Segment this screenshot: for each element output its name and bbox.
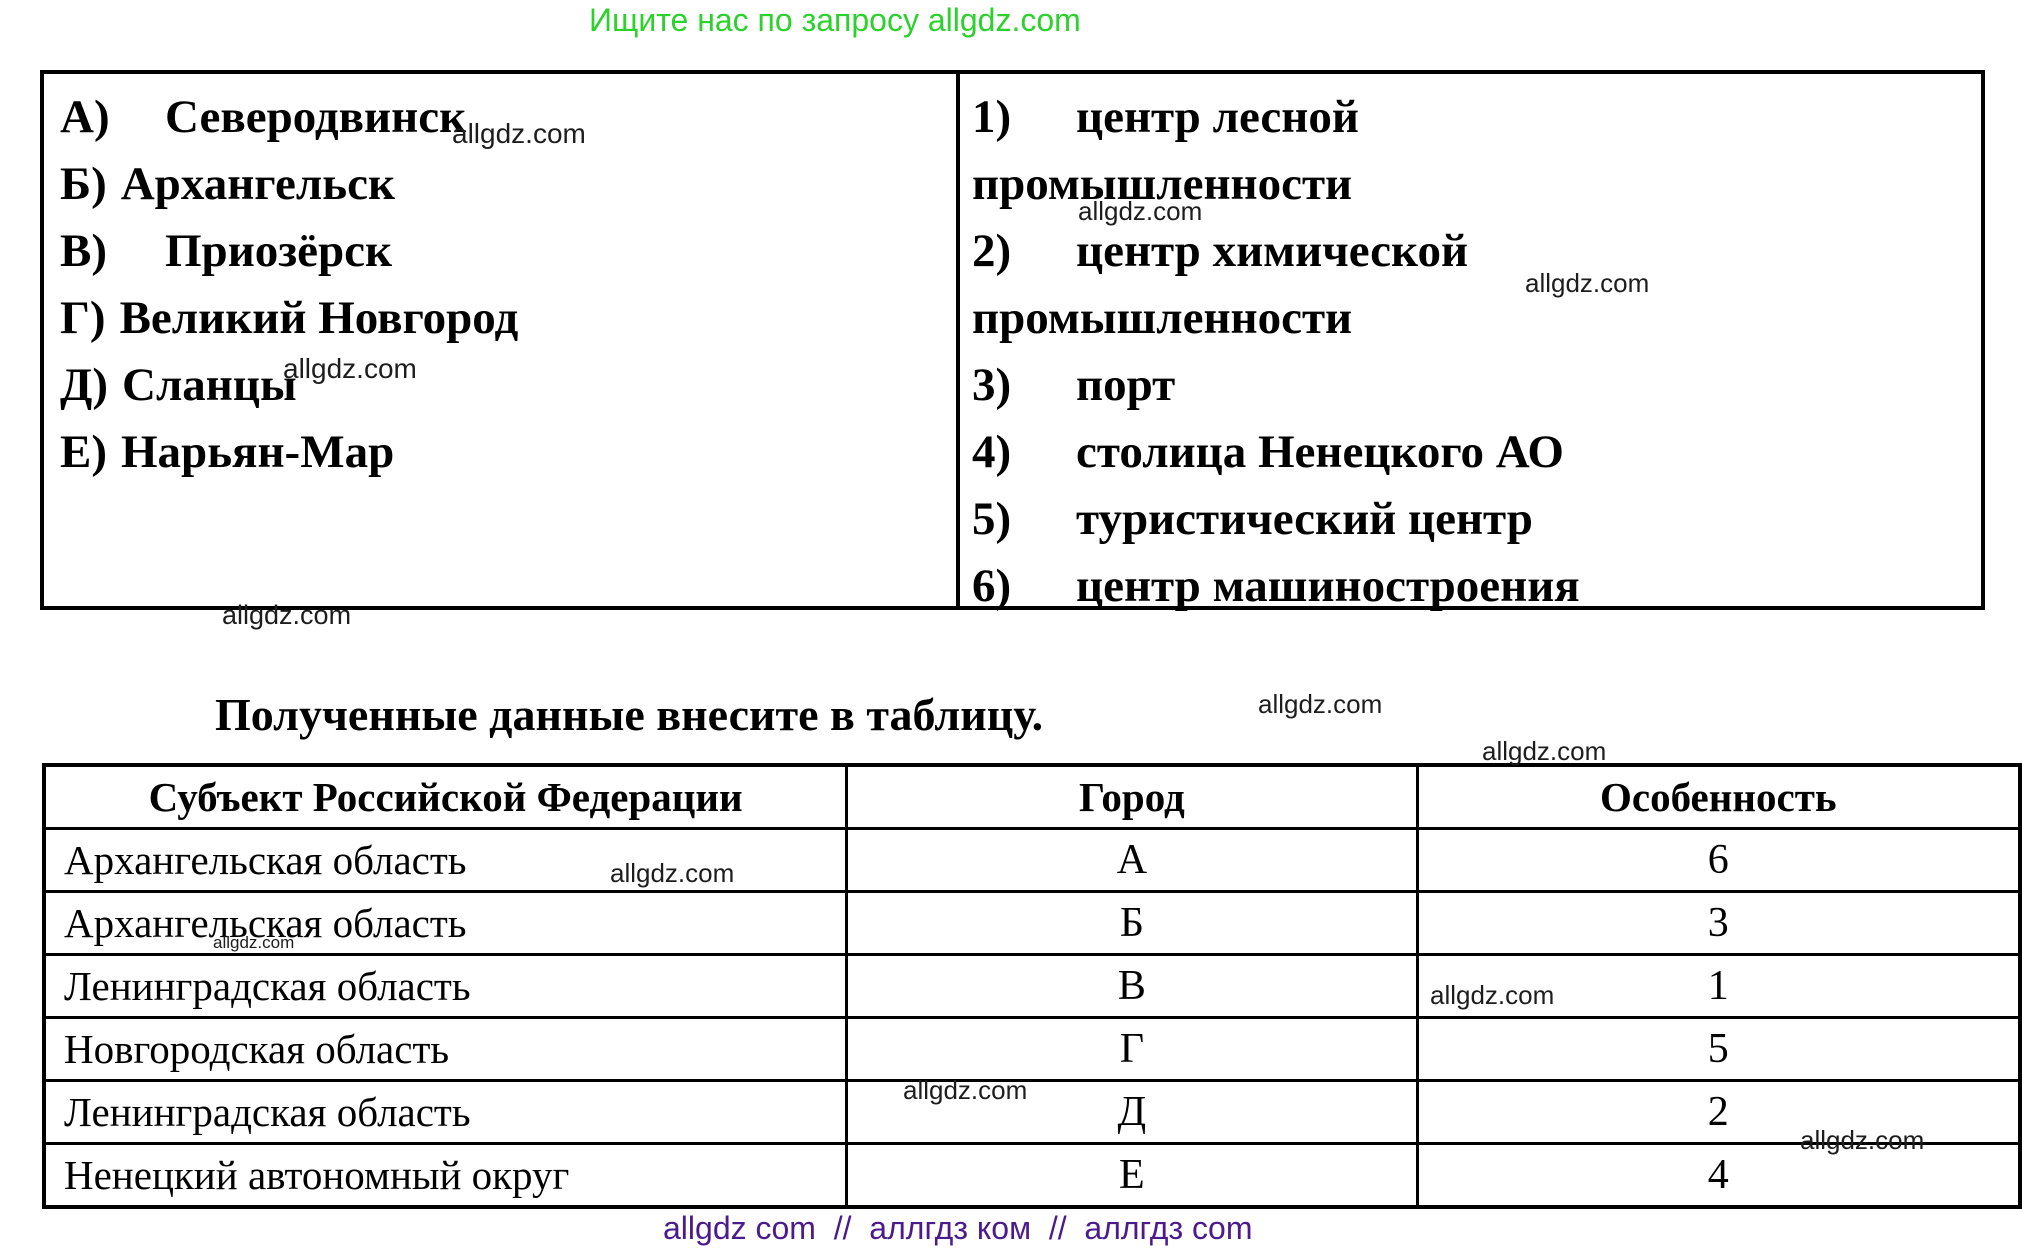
city-item: Б) Архангельск (60, 151, 956, 218)
table-row: Архангельская область Б 3 (42, 890, 2022, 956)
feature-item: 3) порт (972, 352, 1981, 419)
answers-table-header-cell: Субъект Российской Федерации (42, 763, 849, 830)
table-cell-subject: Архангельская область (42, 827, 849, 893)
feature-item-text: центр машиностроения (1076, 560, 1580, 612)
table-cell-city: Е (845, 1142, 1419, 1209)
city-item: В) Приозёрск (60, 218, 956, 285)
watermark: allgdz.com (452, 118, 586, 149)
feature-item-label: 6) (972, 560, 1012, 612)
feature-item-label: 3) (972, 359, 1012, 411)
watermark: allgdz.com (213, 933, 295, 952)
table-row: Ленинградская область В 1 (42, 953, 2022, 1019)
table-cell-city: А (845, 827, 1419, 893)
city-item-text: Сланцы (122, 359, 297, 411)
table-cell-subject: Ленинградская область (42, 1079, 849, 1145)
city-item-text: Северодвинск (165, 91, 467, 143)
answers-table: Субъект Российской Федерации Город Особенн… (42, 763, 2022, 1209)
table-instruction-heading: Полученные данные внесите в таблицу. (215, 689, 1044, 740)
table-cell-city: В (845, 953, 1419, 1019)
table-cell-city: Д (845, 1079, 1419, 1145)
table-cell-subject: Новгородская область (42, 1016, 849, 1082)
footer-domains: allgdz com // аллгдз ком // аллгдз com (663, 1210, 1253, 1246)
city-item-label: Е) (60, 426, 107, 478)
table-row: Новгородская область Г 5 (42, 1016, 2022, 1082)
watermark: allgdz.com (1525, 268, 1650, 298)
city-item-label: А) (60, 91, 110, 143)
feature-item-text: центр химической промышленности (972, 225, 1469, 344)
table-row: Ненецкий автономный округ Е 4 (42, 1142, 2022, 1209)
feature-item-label: 2) (972, 225, 1012, 277)
table-cell-city: Б (845, 890, 1419, 956)
matching-exercise-box: А) Северодвинск Б) Архангельск В) Приозёрск Г)… (40, 70, 1985, 612)
watermark: allgdz.com (222, 600, 352, 630)
table-cell-feature: 1 (1415, 953, 2022, 1019)
cities-column: А) Северодвинск Б) Архангельск В) Приозёрск Г)… (44, 74, 956, 606)
city-item-label: В) (60, 225, 107, 277)
feature-item-text: туристический центр (1076, 493, 1533, 545)
city-item-text: Приозёрск (165, 225, 393, 277)
watermark: allgdz.com (903, 1075, 1028, 1105)
answers-table-header-cell: Особенность (1415, 763, 2022, 830)
feature-item-text: столица Ненецкого АО (1076, 426, 1564, 478)
feature-item: 6) центр машиностроения (972, 553, 1981, 620)
feature-item-label: 4) (972, 426, 1012, 478)
city-item-text: Нарьян-Мар (121, 426, 395, 478)
feature-item-label: 5) (972, 493, 1012, 545)
table-cell-subject: Ненецкий автономный округ (42, 1142, 849, 1209)
feature-item: 5) туристический центр (972, 486, 1981, 553)
answers-table-header-row: Субъект Российской Федерации Город Особенн… (42, 763, 2022, 830)
feature-item: 2) центр химической промышленности (972, 218, 1981, 352)
table-cell-feature: 4 (1415, 1142, 2022, 1209)
watermark: allgdz.com (1800, 1125, 1925, 1155)
feature-item: 4) столица Ненецкого АО (972, 419, 1981, 486)
table-cell-feature: 5 (1415, 1016, 2022, 1082)
feature-item-label: 1) (972, 91, 1012, 143)
watermark: allgdz.com (1078, 196, 1203, 226)
table-row: Ленинградская область Д 2 (42, 1079, 2022, 1145)
city-item: Е) Нарьян-Мар (60, 419, 956, 486)
table-row: Архангельская область А 6 (42, 827, 2022, 893)
city-item: Г) Великий Новгород (60, 285, 956, 352)
table-cell-feature: 2 (1415, 1079, 2022, 1145)
city-item-label: Г) (60, 292, 106, 344)
city-item-text: Великий Новгород (119, 292, 519, 344)
table-cell-feature: 6 (1415, 827, 2022, 893)
answers-table-header-cell: Город (845, 763, 1419, 830)
feature-item: 1) центр лесной промышленности (972, 84, 1981, 218)
promo-banner: Ищите нас по запросу allgdz.com (589, 2, 1081, 38)
table-cell-subject: Архангельская область (42, 890, 849, 956)
city-item: Д) Сланцы (60, 352, 956, 419)
table-cell-city: Г (845, 1016, 1419, 1082)
table-cell-feature: 3 (1415, 890, 2022, 956)
watermark: allgdz.com (610, 858, 735, 888)
city-item-text: Архангельск (120, 158, 396, 210)
feature-item-text: порт (1076, 359, 1176, 411)
watermark: allgdz.com (1430, 980, 1555, 1010)
city-item: А) Северодвинск (60, 84, 956, 151)
city-item-label: Б) (60, 158, 107, 210)
table-cell-subject: Ленинградская область (42, 953, 849, 1019)
watermark: allgdz.com (1482, 736, 1607, 766)
watermark: allgdz.com (283, 353, 417, 384)
feature-item-text: центр лесной промышленности (972, 91, 1359, 210)
city-item-label: Д) (60, 359, 108, 411)
features-column: 1) центр лесной промышленности 2) центр хим… (956, 74, 1981, 612)
watermark: allgdz.com (1258, 689, 1383, 719)
